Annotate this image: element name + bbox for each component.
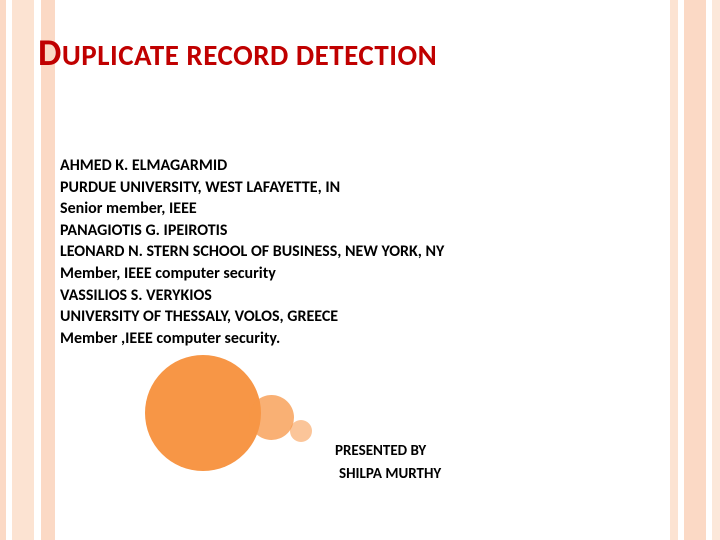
title-rest: RECORD DETECTION — [179, 37, 437, 73]
presented-label: PRESENTED BY — [335, 440, 441, 463]
decorative-circle — [145, 355, 261, 471]
stripe — [0, 0, 6, 540]
author-line: Senior member, IEEE — [60, 198, 444, 220]
author-line: UNIVERSITY OF THESSALY, VOLOS, GREECE — [60, 306, 444, 328]
decorative-circle — [290, 420, 312, 442]
author-line: AHMED K. ELMAGARMID — [60, 155, 444, 177]
author-line: VASSILIOS S. VERYKIOS — [60, 285, 444, 307]
authors-block: AHMED K. ELMAGARMIDPURDUE UNIVERSITY, WE… — [60, 155, 444, 349]
author-line: LEONARD N. STERN SCHOOL OF BUSINESS, NEW… — [60, 241, 444, 263]
author-line: PANAGIOTIS G. IPEIROTIS — [60, 220, 444, 242]
presented-by-block: PRESENTED BY SHILPA MURTHY — [335, 440, 441, 485]
stripe — [670, 0, 678, 540]
title-rest-first-word: UPLICATE — [62, 37, 180, 73]
stripe — [41, 0, 55, 540]
presenter-name: SHILPA MURTHY — [335, 463, 441, 486]
slide-title: DUPLICATE RECORD DETECTION — [38, 30, 437, 75]
author-line: PURDUE UNIVERSITY, WEST LAFAYETTE, IN — [60, 177, 444, 199]
author-line: Member ,IEEE computer security. — [60, 328, 444, 350]
stripe — [12, 0, 34, 540]
stripe — [712, 0, 720, 540]
title-first-letter: D — [38, 30, 62, 75]
author-line: Member, IEEE computer security — [60, 263, 444, 285]
stripe — [684, 0, 706, 540]
decorative-circle — [249, 395, 294, 440]
